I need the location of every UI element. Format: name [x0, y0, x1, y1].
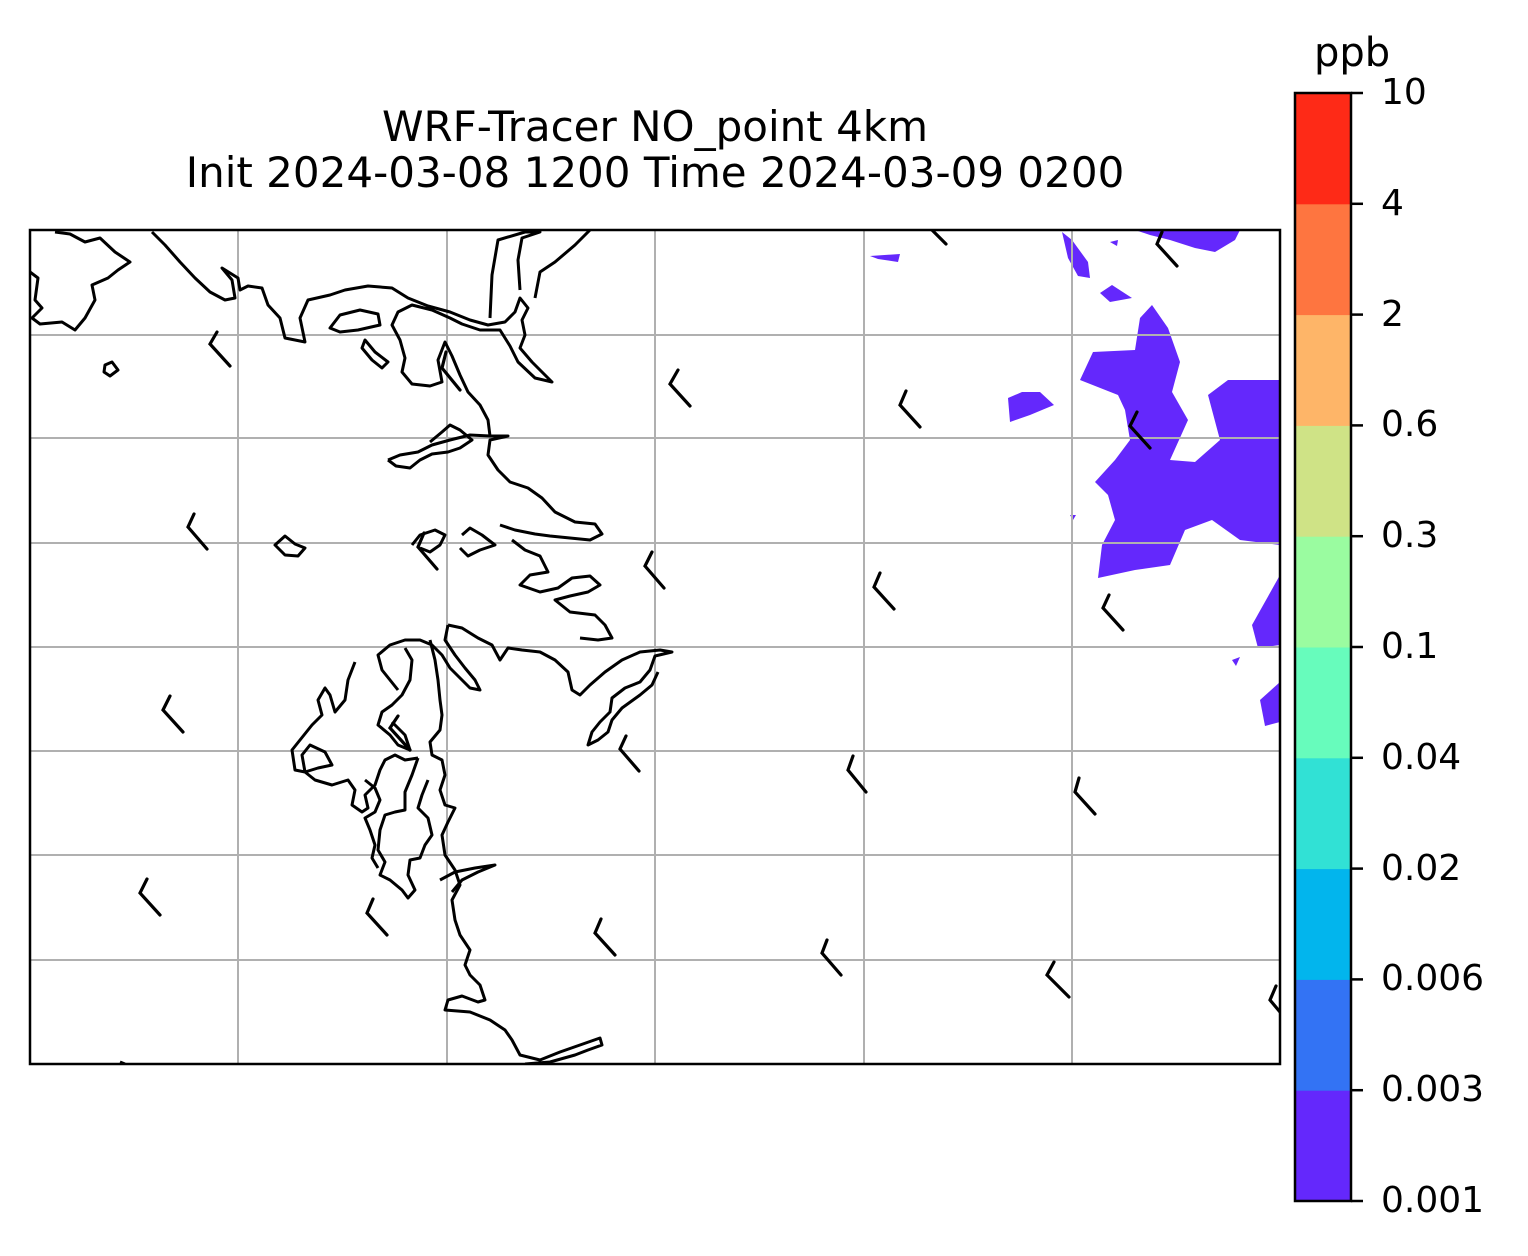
colorbar-band: [1295, 93, 1351, 205]
coastline-inlet-2: [533, 230, 592, 299]
tracer-area-lower-right: [1252, 575, 1280, 648]
colorbar-band: [1295, 314, 1351, 426]
coastline-bay-3: [511, 538, 614, 642]
tracer-area-blob-1: [1100, 285, 1132, 302]
map-title: WRF-Tracer NO_point 4km Init 2024-03-08 …: [30, 104, 1280, 196]
tracer-area-bottom-right: [1260, 682, 1280, 726]
coastline-bay-1: [410, 528, 447, 554]
wind-barb: [186, 512, 209, 551]
colorbar-tick-label: 2: [1381, 293, 1404, 335]
colorbar-band: [1295, 757, 1351, 870]
wind-barb: [872, 571, 896, 611]
colorbar-unit-label: ppb: [1314, 30, 1391, 76]
colorbar-tick-label: 0.3: [1381, 515, 1439, 557]
colorbar-band: [1295, 979, 1351, 1091]
colorbar-tick-label: 0.6: [1381, 404, 1439, 446]
coastline-inlet-3: [363, 778, 382, 869]
colorbar-band: [1295, 425, 1351, 537]
tracer-area-top-corner: [1135, 230, 1240, 252]
colorbar-ticks: [1351, 91, 1363, 1203]
tracer-area-dot: [1232, 657, 1240, 666]
colorbar-tick-label: 0.003: [1381, 1069, 1485, 1111]
colorbar-tick-label: 0.04: [1381, 736, 1462, 778]
title-line-1: WRF-Tracer NO_point 4km: [381, 102, 929, 151]
coastline-north-shore: [30, 230, 132, 332]
wind-barb: [1268, 984, 1280, 1014]
colorbar-band: [1295, 203, 1351, 316]
wind-barb: [440, 350, 462, 392]
wind-barb: [1073, 776, 1097, 816]
colorbar-band: [1295, 1090, 1351, 1202]
wind-barb: [643, 550, 666, 590]
colorbar-tick-label: 4: [1381, 182, 1404, 224]
coastlines: [30, 230, 674, 1064]
colorbar-tick-label: 0.1: [1381, 626, 1439, 667]
colorbar-band: [1295, 536, 1351, 648]
tracer-concentration-areas: [870, 230, 1280, 726]
coastline-inlet: [488, 230, 542, 319]
wind-barb: [1045, 960, 1071, 999]
coastline-chesapeake-west: [376, 757, 434, 900]
coastline-potomac: [439, 863, 497, 893]
coastline-south-peninsula-2: [376, 624, 482, 692]
coastline-chesapeake: [428, 639, 604, 1064]
colorbar-tick-label: 0.006: [1381, 958, 1485, 1000]
coastline-mid-2: [387, 423, 474, 470]
colorbar-bands: [1295, 93, 1351, 1202]
wind-barb: [1155, 230, 1179, 268]
coastline-island-2: [360, 338, 390, 370]
coastline-south-peninsula: [447, 623, 674, 747]
coastline-island-3: [273, 534, 307, 558]
wind-barb: [668, 368, 692, 408]
map-gridlines: [30, 230, 1280, 1064]
wind-barb: [593, 917, 617, 957]
wind-barb: [161, 694, 185, 734]
wind-barb: [365, 897, 389, 937]
tracer-area-top-right: [1062, 232, 1090, 278]
wind-barb: [846, 754, 868, 794]
tracer-area-main: [1080, 305, 1280, 578]
wind-barb: [898, 389, 922, 429]
tracer-area-sliver: [870, 254, 900, 262]
tracer-area-speck: [1110, 240, 1118, 246]
colorbar-tick-label: 10: [1381, 72, 1427, 113]
wind-barbs: [138, 230, 1280, 1014]
map-frame: [28, 228, 1282, 1066]
coastline-bay-2: [458, 526, 497, 558]
colorbar-band: [1295, 647, 1351, 759]
coastline-north-shore-2: [150, 230, 604, 542]
tracer-area-blob-2: [1008, 392, 1054, 422]
wind-barb: [208, 330, 232, 368]
colorbar-tick-label: 0.02: [1381, 847, 1462, 889]
colorbar-tick-label: 0.001: [1381, 1180, 1485, 1221]
wind-barb: [1128, 410, 1152, 450]
colorbar-band: [1295, 868, 1351, 980]
wind-barb: [416, 531, 439, 571]
wind-barb: [138, 877, 162, 917]
title-line-2: Init 2024-03-08 1200 Time 2024-03-09 020…: [185, 148, 1125, 197]
wind-barb: [820, 938, 843, 977]
wind-barb: [387, 714, 412, 752]
wind-barb: [1101, 593, 1125, 632]
coastline-mid-1: [387, 433, 491, 462]
coastline-island-1: [328, 308, 382, 334]
wind-barb: [618, 734, 641, 773]
coastline-island-small: [102, 360, 120, 378]
coastline-west-inlets-2: [290, 661, 419, 814]
